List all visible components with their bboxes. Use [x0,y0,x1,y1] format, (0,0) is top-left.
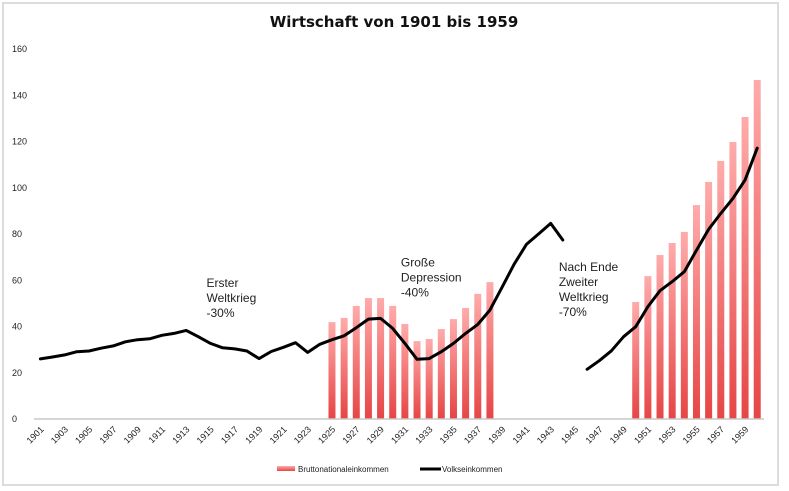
bar [462,308,470,419]
x-axis-ticks: 1901 1903 1905 1907 1909 1911 1913 1915 1917 1919… [25,424,751,445]
legend: Bruttonationaleinkommen Volkseinkommen [277,465,502,474]
annotation-line: Weltkrieg [559,290,609,304]
annotation-line: Weltkrieg [206,291,256,305]
x-tick-label: 1939 [486,424,507,445]
x-tick-label: 1903 [49,424,70,445]
y-tick-label: 160 [12,44,27,54]
bar [668,243,676,419]
x-tick-label: 1929 [365,424,386,445]
bar [692,205,700,419]
legend-label-bar: Bruttonationaleinkommen [298,465,389,474]
x-tick-label: 1937 [462,424,483,445]
annotation-line: -40% [401,285,429,299]
x-tick-label: 1919 [243,424,264,445]
annotation-line: Große [401,255,435,269]
bar [644,276,652,419]
annotation-line: Erster [206,276,238,290]
x-tick-label: 1949 [608,424,629,445]
annotation-line: Zweiter [559,275,598,289]
bar [364,298,372,419]
bar [474,293,482,419]
x-tick-label: 1909 [122,424,143,445]
x-tick-label: 1931 [389,424,410,445]
chart-title: Wirtschaft von 1901 bis 1959 [270,13,519,31]
annotation-line: Depression [401,270,462,284]
y-tick-label: 100 [12,183,27,193]
bar [753,79,761,420]
bar [352,305,360,419]
x-tick-label: 1917 [219,424,240,445]
x-tick-label: 1921 [268,424,289,445]
line-segment [585,146,759,371]
x-tick-label: 1945 [559,424,580,445]
bar [717,160,725,420]
annotation-line: -30% [206,306,234,320]
y-tick-label: 20 [12,368,22,378]
bar [401,323,409,419]
x-tick-label: 1933 [413,424,434,445]
x-tick-label: 1913 [170,424,191,445]
y-tick-label: 80 [12,229,22,239]
x-tick-label: 1957 [705,424,726,445]
x-tick-label: 1927 [340,424,361,445]
bar [729,141,737,419]
annotations: ErsterWeltkrieg-30%GroßeDepression-40%Na… [206,255,618,320]
bar [389,305,397,419]
x-tick-label: 1935 [438,424,459,445]
annotation-line: -70% [559,305,587,319]
x-tick-label: 1955 [681,424,702,445]
y-tick-label: 0 [12,414,17,424]
legend-swatch-bar [277,466,295,471]
y-axis-ticks: 0 20 40 60 80 100 120 140 160 [12,44,27,424]
x-tick-label: 1911 [147,424,168,445]
x-tick-label: 1941 [511,424,532,445]
bar-series [328,79,761,420]
bar [377,298,385,419]
x-tick-label: 1953 [656,424,677,445]
y-tick-label: 40 [12,322,22,332]
x-tick-label: 1901 [25,424,46,445]
bar [449,319,457,419]
x-tick-label: 1923 [292,424,313,445]
y-tick-label: 120 [12,137,27,147]
bar [705,181,713,419]
bar [486,282,494,419]
annotation-line: Nach Ende [559,260,619,274]
bar [741,116,749,420]
x-tick-label: 1959 [729,424,750,445]
x-tick-label: 1925 [316,424,337,445]
x-tick-label: 1905 [73,424,94,445]
line-series [38,146,759,371]
y-tick-label: 140 [12,90,27,100]
bar [413,341,421,419]
y-tick-label: 60 [12,275,22,285]
bar [425,338,433,419]
bar [656,255,664,419]
x-tick-label: 1915 [195,424,216,445]
x-tick-label: 1951 [632,424,653,445]
bar [340,317,348,419]
legend-label-line: Volkseinkommen [442,465,502,474]
line-segment [38,221,565,361]
x-tick-label: 1947 [583,424,604,445]
bar [328,322,336,419]
bar [632,301,640,419]
x-tick-label: 1943 [535,424,556,445]
bar [437,329,445,419]
x-tick-label: 1907 [97,424,118,445]
bar [680,231,688,419]
